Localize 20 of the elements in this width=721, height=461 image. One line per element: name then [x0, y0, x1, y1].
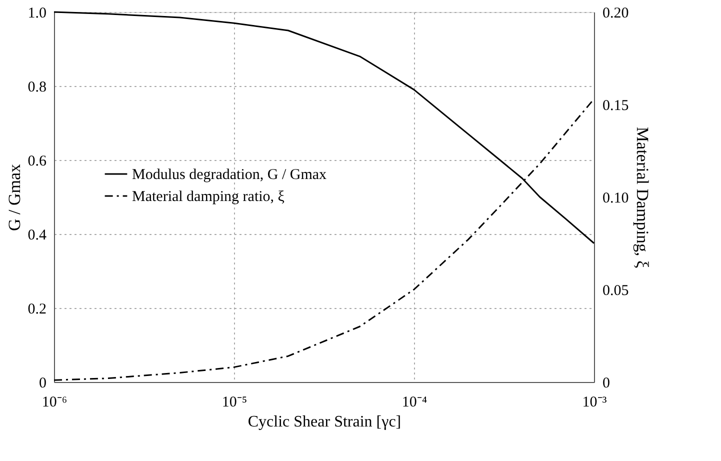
y-tick-label: 0.4 — [28, 228, 47, 244]
y-tick-label: 0.8 — [28, 80, 46, 96]
y2-tick-label: 0.20 — [602, 6, 629, 22]
y-tick-label: 0.6 — [28, 154, 47, 170]
x-tick-label: 10⁻³ — [582, 394, 608, 410]
x-tick-label: 10⁻⁴ — [402, 394, 428, 410]
y2-tick-label: 0.05 — [602, 283, 629, 299]
y2-tick-label: 0 — [602, 376, 610, 392]
y-tick-label: 0 — [39, 376, 46, 392]
x-axis-title: Cyclic Shear Strain [γc] — [248, 414, 402, 430]
legend-label: Material damping ratio, ξ — [132, 189, 285, 205]
y2-tick-label: 0.10 — [602, 190, 629, 206]
y2-tick-label: 0.15 — [602, 98, 629, 114]
x-tick-label: 10⁻⁵ — [222, 394, 248, 410]
x-tick-label: 10⁻⁶ — [42, 394, 68, 410]
legend-label: Modulus degradation, G / Gmax — [132, 167, 328, 183]
y-tick-label: 1.0 — [28, 6, 46, 22]
y-axis-title: G / Gmax — [4, 163, 24, 232]
y2-axis-title: Material Damping, ξ — [632, 126, 652, 269]
y-tick-label: 0.2 — [28, 302, 46, 318]
